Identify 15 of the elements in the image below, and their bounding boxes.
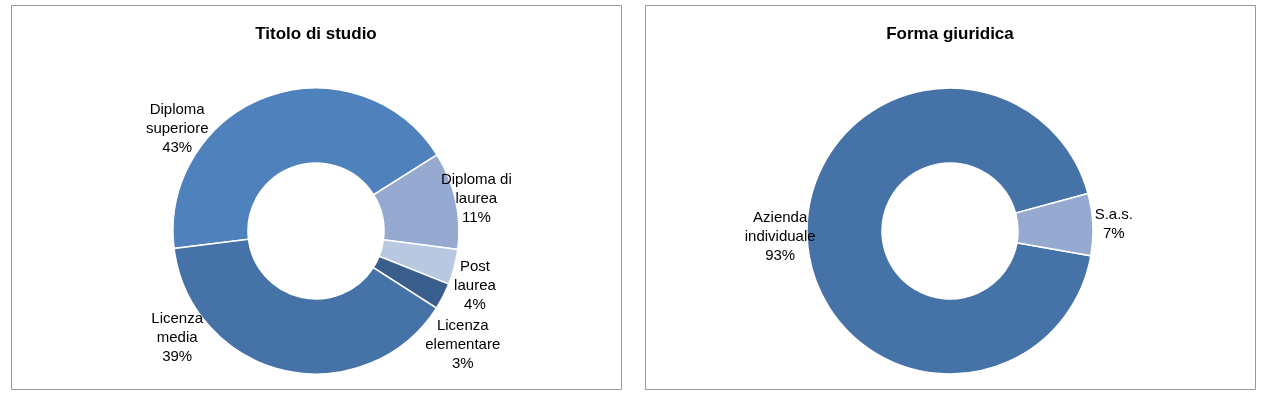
data-label: 39%: [162, 347, 193, 365]
data-label: 43%: [162, 138, 193, 156]
data-label: 4%: [464, 294, 486, 312]
slice-label: S.a.s.: [1094, 205, 1134, 223]
data-label: 11%: [461, 207, 491, 225]
chart-title: Titolo di studio: [255, 24, 377, 43]
chart-title: Forma giuridica: [886, 24, 1015, 43]
slice-label: Post laurea: [454, 256, 497, 293]
slice-label: Licenza media: [151, 309, 204, 346]
slice-label: Diploma superiore: [145, 100, 209, 137]
slice-label: Diploma di laurea: [440, 169, 512, 206]
slice-label: Licenza elementare: [425, 315, 501, 352]
data-label: 3%: [451, 353, 474, 371]
data-label: 7%: [1103, 224, 1125, 242]
data-label: 93%: [765, 245, 796, 263]
